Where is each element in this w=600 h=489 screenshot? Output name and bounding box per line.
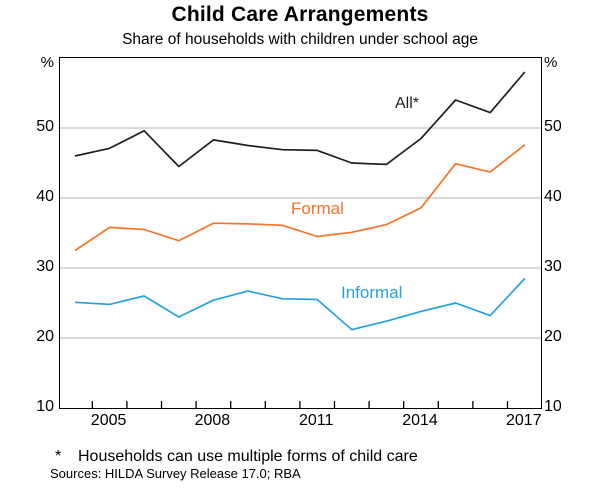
x-axis-tick-label: 2017 xyxy=(506,412,542,429)
y-axis-tick-label: 30 xyxy=(544,258,562,275)
y-axis-tick-label: 50 xyxy=(544,118,562,135)
y-axis-tick-label: 20 xyxy=(544,328,562,345)
footnote-text: Households can use multiple forms of chi… xyxy=(78,448,418,465)
series-line-formal xyxy=(74,144,526,252)
plot-area xyxy=(59,57,542,409)
series-label-informal: Informal xyxy=(341,283,403,302)
series-label-all: All* xyxy=(395,95,420,112)
chart-subtitle: Share of households with children under … xyxy=(122,31,478,48)
series-line-all xyxy=(74,71,526,168)
y-axis-tick-label: 40 xyxy=(544,188,562,205)
y-axis-tick-label: 50 xyxy=(36,118,54,135)
x-axis-tick-label: 2005 xyxy=(90,412,127,429)
footnote-marker: * xyxy=(55,448,62,465)
y-axis-tick-label: 30 xyxy=(36,258,54,275)
x-axis-tick-label: 2008 xyxy=(194,412,231,429)
x-axis-tick-label: 2011 xyxy=(298,412,334,429)
chart-title: Child Care Arrangements xyxy=(171,3,429,26)
y-axis-tick-label: 20 xyxy=(36,328,54,345)
y-axis-tick-label: 40 xyxy=(36,188,54,205)
y-axis-tick-label: 10 xyxy=(544,398,562,415)
series-label-formal: Formal xyxy=(291,199,344,218)
y-axis-unit-right: % xyxy=(544,54,558,71)
plot-svg xyxy=(60,71,541,408)
x-axis-tick-label: 2014 xyxy=(402,412,438,429)
series-line-informal xyxy=(74,277,526,331)
y-axis-tick-label: 10 xyxy=(36,398,54,415)
y-axis-unit-left: % xyxy=(40,54,54,71)
sources-text: Sources: HILDA Survey Release 17.0; RBA xyxy=(50,466,301,481)
